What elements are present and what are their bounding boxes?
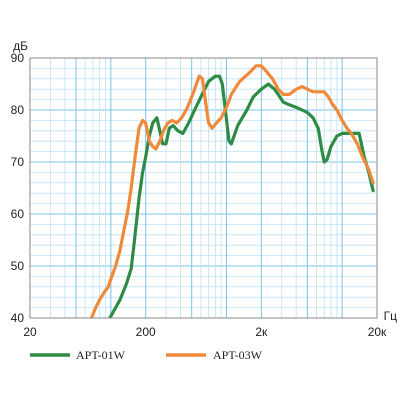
y-tick-label: 60	[11, 207, 25, 221]
y-axis-ticks: 40 50 60 70 80 90	[11, 51, 25, 325]
series-line-2	[89, 64, 375, 318]
x-axis-ticks: 20 200 2к 20к	[23, 325, 387, 339]
y-tick-label: 70	[11, 155, 25, 169]
y-tick-label: 40	[11, 311, 25, 325]
x-tick-label: 20к	[368, 325, 387, 339]
y-tick-label: 90	[11, 51, 25, 65]
legend-label: APT-03W	[213, 348, 263, 362]
x-tick-label: 200	[136, 325, 156, 339]
legend: APT-01W APT-03W	[30, 348, 263, 362]
plot-frame	[29, 57, 378, 319]
y-tick-label: 50	[11, 259, 25, 273]
plot-background	[30, 58, 377, 318]
y-tick-label: 80	[11, 103, 25, 117]
x-tick-label: 2к	[255, 325, 268, 339]
chart-grid	[29, 57, 378, 319]
x-tick-label: 20	[23, 325, 37, 339]
legend-label: APT-01W	[76, 348, 126, 362]
y-axis-unit: дБ	[13, 39, 28, 53]
series-layer	[89, 64, 375, 318]
x-axis-unit: Гц	[384, 309, 397, 323]
